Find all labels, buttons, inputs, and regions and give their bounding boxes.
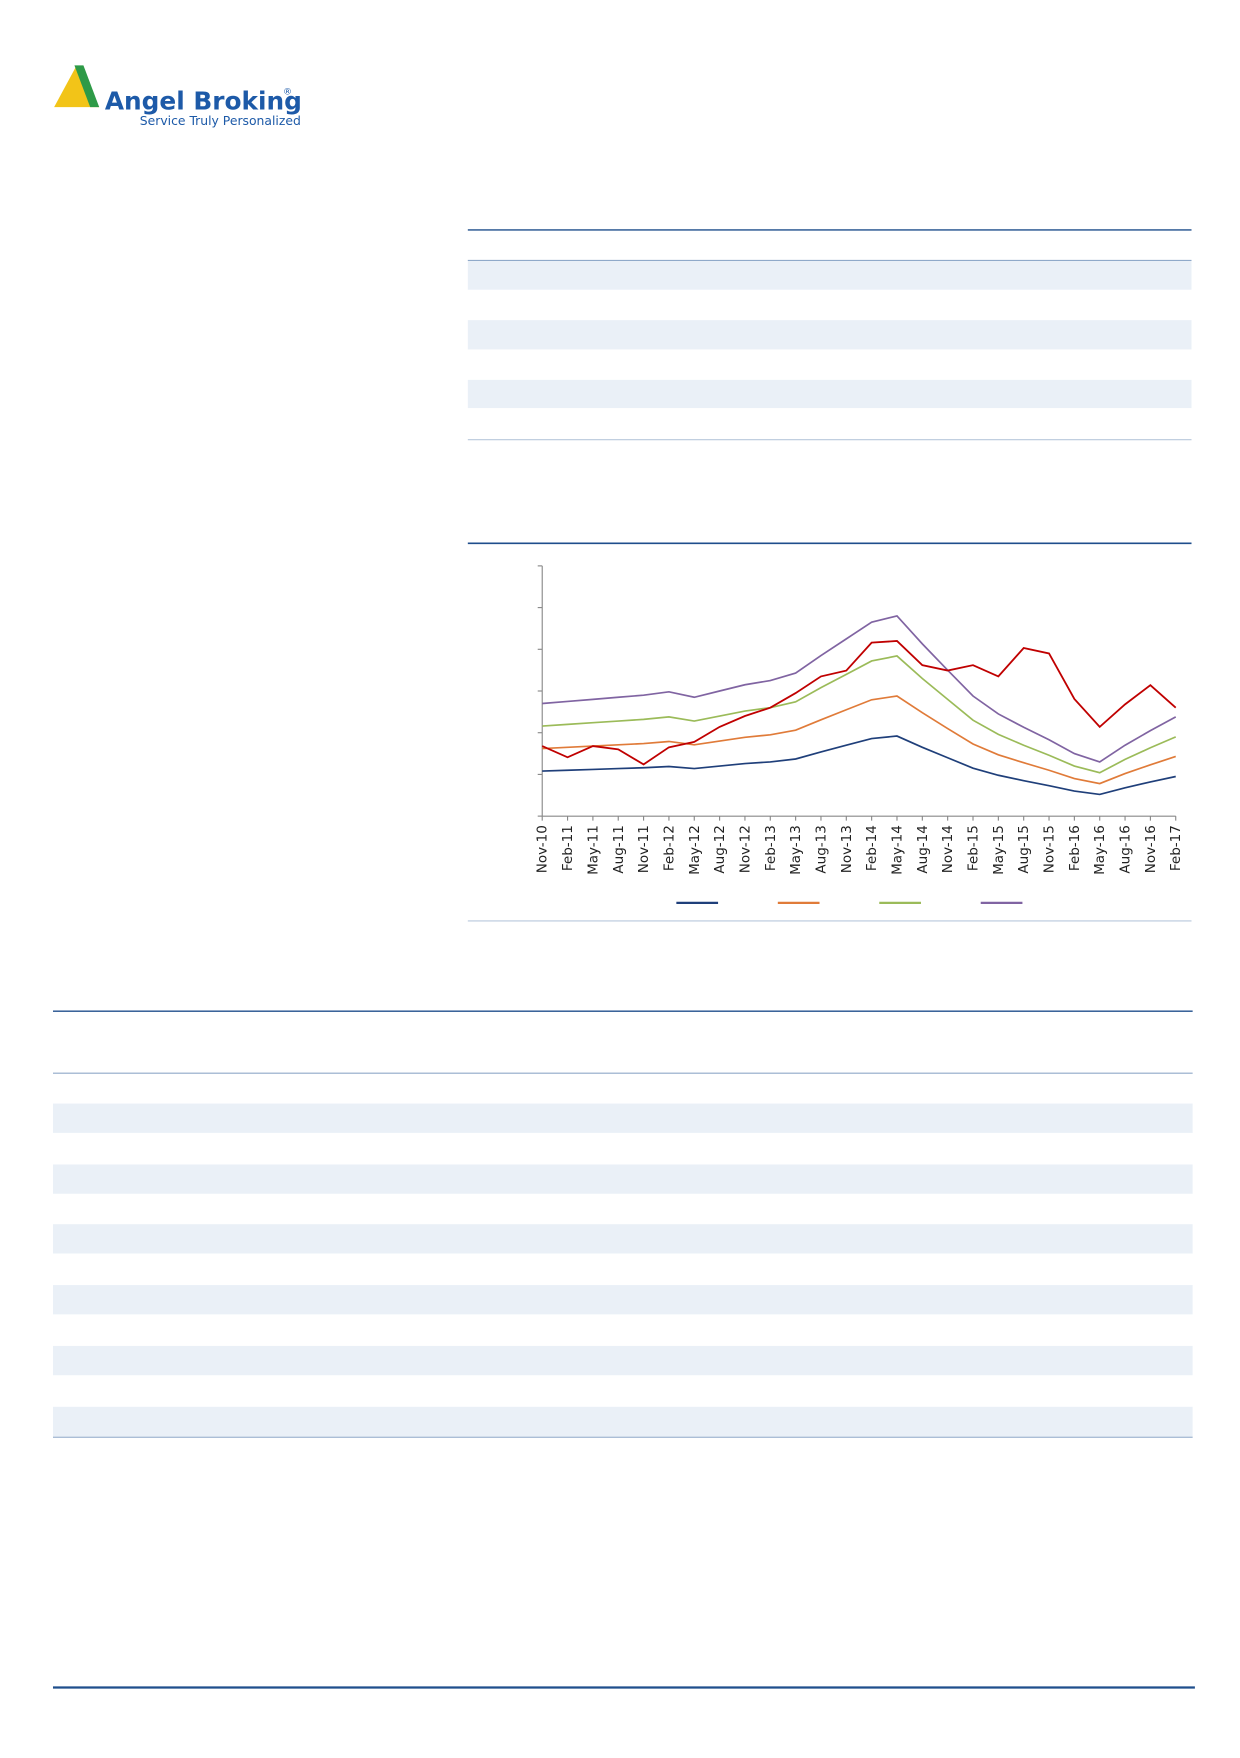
logo: Angel Broking ® Service Truly Personaliz…	[54, 65, 302, 128]
series-line	[542, 735, 1176, 796]
bottom-table	[52, 1010, 1193, 1438]
x-tick-label: Nov-10	[535, 825, 551, 873]
series-line	[542, 695, 1176, 785]
row-stripe	[52, 1406, 1193, 1437]
row-stripe	[52, 1345, 1193, 1376]
x-tick-label: Feb-12	[661, 825, 677, 871]
x-tick-label: Feb-13	[763, 825, 779, 871]
row-stripe	[467, 379, 1192, 409]
x-tick-label: Feb-14	[864, 825, 880, 871]
row-stripe	[52, 1224, 1193, 1254]
x-tick-label: May-11	[585, 825, 601, 875]
x-tick-label: Nov-16	[1143, 825, 1159, 873]
x-tick-label: May-16	[1092, 825, 1108, 875]
x-tick-label: Aug-11	[611, 825, 627, 873]
x-tick-label: Aug-12	[712, 825, 728, 873]
x-tick-label: Aug-15	[1016, 825, 1032, 873]
x-tick-label: May-14	[889, 825, 905, 875]
chart: Nov-10 Feb-11 May-11 Aug-11 Nov-11 Feb-12 May-…	[535, 565, 1184, 905]
x-tick-label: Nov-11	[636, 825, 652, 873]
x-tick-label: Nov-12	[737, 825, 753, 873]
x-tick-label: Aug-14	[915, 825, 931, 873]
tagline: Service Truly Personalized	[140, 113, 301, 128]
row-stripe	[52, 1103, 1193, 1133]
row-stripe	[467, 320, 1192, 350]
brand: Angel Broking	[105, 86, 302, 115]
series-line	[542, 614, 1177, 763]
x-tick-label: Nov-15	[1042, 825, 1058, 873]
x-tick-label: Feb-11	[560, 825, 576, 871]
x-tick-label: Feb-16	[1067, 825, 1083, 871]
series-line	[541, 640, 1177, 766]
row-stripe	[52, 1285, 1193, 1315]
x-tick-label: May-12	[687, 825, 703, 875]
series-line	[542, 655, 1177, 774]
top-table	[467, 229, 1192, 441]
x-tick-label: Aug-16	[1118, 825, 1134, 873]
brand-mark: ®	[283, 88, 292, 98]
x-tick-label: Aug-13	[813, 825, 829, 873]
x-tick-label: May-15	[991, 825, 1007, 875]
logo-stripe	[74, 65, 100, 108]
x-tick-label: Nov-14	[940, 825, 956, 873]
x-tick-label: May-13	[788, 825, 804, 875]
row-stripe	[52, 1164, 1193, 1194]
row-stripe	[467, 260, 1192, 290]
x-tick-label: Feb-17	[1168, 825, 1184, 871]
x-tick-label: Feb-15	[966, 825, 982, 871]
x-tick-label: Nov-13	[839, 825, 855, 873]
